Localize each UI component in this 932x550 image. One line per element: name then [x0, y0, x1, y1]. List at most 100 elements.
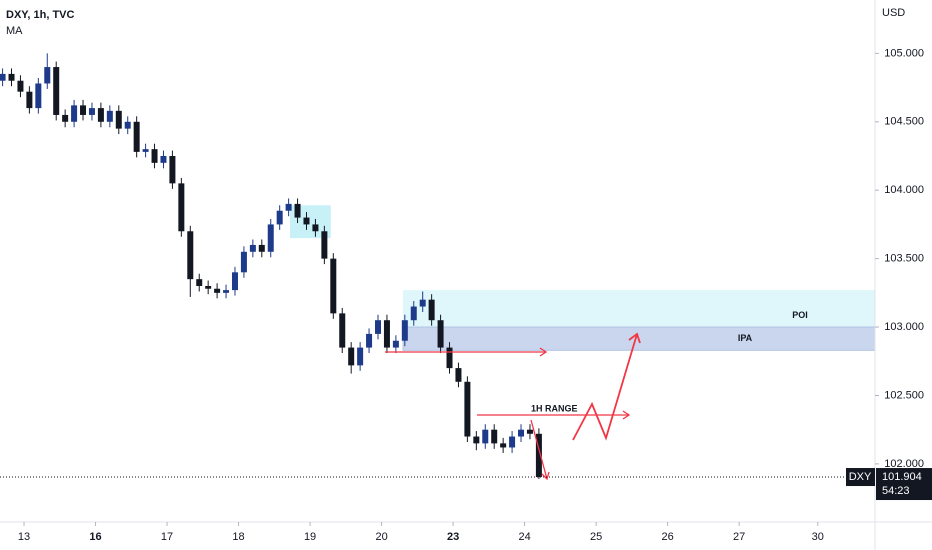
y-tick-label: 103.500: [884, 253, 924, 265]
projection-arrow: [572, 333, 638, 441]
candle-body: [366, 333, 373, 348]
candle-body: [526, 429, 533, 434]
x-tick-label: 18: [232, 531, 244, 543]
candle-body: [482, 429, 489, 444]
candle-body: [500, 443, 507, 448]
arrow: [530, 419, 548, 480]
arrow-head: [628, 332, 641, 344]
zone-label: POI: [792, 310, 808, 320]
candle-body: [285, 203, 292, 211]
zone-label: IPA: [738, 333, 753, 343]
candle-body: [267, 224, 274, 252]
candle-body: [88, 108, 95, 115]
range-label: 1H RANGE: [531, 403, 578, 413]
last-price-label: 101.904: [882, 471, 922, 483]
candle-body: [106, 110, 113, 122]
candle-body: [8, 73, 15, 81]
candle-body: [151, 149, 158, 163]
candle-body: [294, 203, 301, 218]
arrow-head: [622, 410, 631, 420]
x-tick-label: 20: [375, 531, 387, 543]
x-tick-label: 30: [812, 531, 824, 543]
candle-body: [80, 105, 87, 115]
y-tick-label: 103.000: [884, 321, 924, 333]
candle-body: [97, 108, 104, 122]
symbol-label: DXY: [849, 471, 872, 483]
candle-body: [339, 313, 346, 348]
candle-body: [348, 347, 355, 366]
candles: [0, 53, 542, 479]
x-tick-label: 17: [161, 531, 173, 543]
annotations: [385, 332, 641, 481]
symbol-box: [846, 468, 875, 487]
candle-body: [258, 244, 265, 252]
candle-body: [35, 83, 42, 109]
candle-body: [303, 217, 310, 225]
candle-body: [124, 121, 131, 129]
candle-body: [142, 149, 149, 152]
y-tick-label: 102.500: [884, 389, 924, 401]
candle-body: [0, 73, 6, 81]
x-tick-label: 16: [89, 531, 101, 543]
y-tick-label: 104.000: [884, 184, 924, 196]
candle-body: [410, 306, 417, 321]
candle-body: [249, 244, 256, 252]
candle-body: [53, 67, 60, 115]
candle-body: [276, 210, 283, 225]
chart-title: DXY, 1h, TVC: [6, 9, 75, 21]
candle-body: [375, 320, 382, 334]
candle-body: [518, 429, 525, 437]
candle-body: [115, 110, 122, 129]
candle-body: [428, 299, 435, 321]
x-tick-label: 23: [447, 531, 459, 543]
candle-body: [392, 340, 399, 348]
candle-body: [62, 114, 69, 122]
candle-body: [464, 381, 471, 437]
candle-body: [321, 231, 328, 259]
candle-body: [44, 67, 51, 84]
indicator-label: MA: [6, 25, 23, 37]
candle-body: [71, 105, 78, 122]
candle-body: [160, 156, 167, 163]
y-tick-label: 105.000: [884, 47, 924, 59]
candle-body: [133, 121, 140, 152]
candle-body: [231, 272, 238, 291]
candle-body: [419, 299, 426, 307]
candle-body: [187, 231, 194, 280]
candle-body: [312, 224, 319, 232]
candle-body: [473, 436, 480, 444]
currency-label: USD: [882, 7, 905, 19]
x-tick-label: 26: [661, 531, 673, 543]
candle-body: [169, 156, 176, 184]
candle-body: [214, 288, 221, 293]
countdown-label: 54:23: [882, 485, 910, 497]
candle-body: [223, 290, 230, 293]
y-tick-label: 102.000: [884, 458, 924, 470]
x-tick-label: 27: [733, 531, 745, 543]
candle-body: [178, 183, 185, 232]
candle-body: [205, 286, 212, 289]
x-tick-label: 24: [518, 531, 530, 543]
candle-body: [446, 347, 453, 369]
x-tick-label: 25: [590, 531, 602, 543]
price-box: [876, 468, 932, 501]
arrow-head: [541, 471, 550, 481]
y-tick-label: 104.500: [884, 116, 924, 128]
candle-body: [196, 279, 203, 286]
candle-body: [357, 347, 364, 366]
candle-body: [535, 433, 542, 478]
candle-body: [330, 258, 337, 314]
candle-body: [240, 251, 247, 273]
x-tick-label: 19: [304, 531, 316, 543]
x-tick-label: 13: [18, 531, 30, 543]
candle-body: [509, 436, 516, 448]
candle-body: [437, 320, 444, 348]
candle-body: [383, 320, 390, 348]
candle-body: [17, 80, 24, 92]
candle-body: [455, 368, 462, 382]
candle-body: [401, 320, 408, 341]
candle-body: [26, 91, 33, 109]
zone: [403, 290, 875, 328]
